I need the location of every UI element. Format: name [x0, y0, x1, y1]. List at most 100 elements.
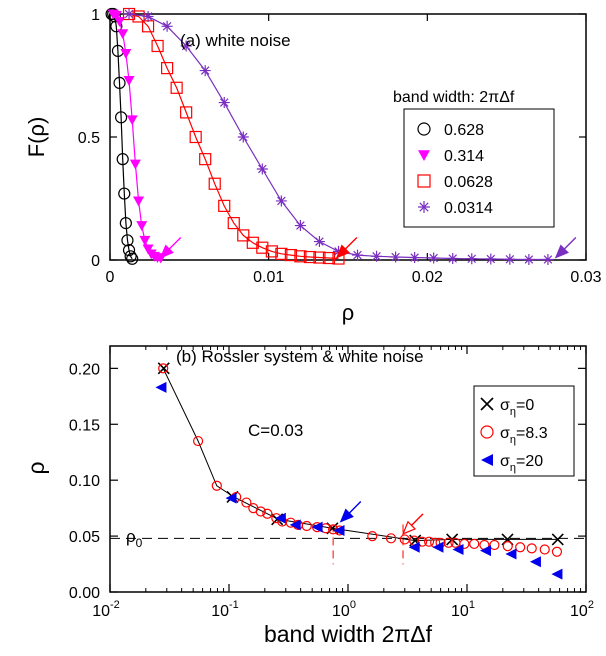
panel-b-point-s1	[211, 480, 222, 491]
panel-b-point-s1	[241, 497, 252, 508]
panel-b-xtick-label: 10-1	[211, 599, 239, 620]
panel-a-point-s0	[122, 244, 136, 257]
panel-a-point-s2	[294, 250, 307, 263]
panel-b-point-s2	[479, 545, 491, 557]
panel-b-point-s2	[289, 519, 301, 531]
panel-a-legend-label-3: 0.0314	[444, 200, 493, 217]
panel-b-point-s1	[551, 546, 563, 557]
legend-sigma-sub: η	[510, 406, 516, 418]
panel-b-xtick-label: 100	[332, 599, 356, 620]
panel-b-point-s1	[301, 520, 312, 532]
panel-a-point-s3	[275, 195, 287, 207]
panel-b-point-s2	[432, 541, 444, 553]
rho0-symbol: ρ	[126, 527, 136, 546]
xtick-exponent: -2	[110, 599, 120, 611]
panel-a: 0 0.01 0.02 0.03 0 0.5 1 ρ F(ρ) (a) white nois…	[24, 7, 602, 325]
panel-a-point-s1	[129, 159, 141, 170]
panel-b-xtick-label: 102	[570, 599, 594, 620]
panel-b-point-s1	[539, 544, 550, 555]
panel-a-point-s3	[256, 163, 268, 175]
panel-a-point-s0	[118, 187, 131, 200]
legend-sigma: σ	[500, 453, 510, 470]
panel-b-ylabel: ρ	[23, 461, 49, 474]
panel-a-point-s0	[116, 153, 129, 166]
panel-a-point-s3	[218, 97, 230, 109]
rho0-subscript: 0	[136, 536, 143, 550]
panel-a-ticks: 0 0.01 0.02 0.03 0 0.5 1	[78, 7, 602, 286]
panel-b-point-s1	[526, 543, 537, 554]
panel-a-xtick-label: 0.02	[412, 269, 443, 286]
panel-a-legend-marker-2	[417, 174, 431, 188]
panel-b-rho0-label: ρ0	[126, 527, 143, 550]
legend-value: =20	[516, 453, 543, 470]
panel-b-point-s2	[311, 521, 323, 533]
panel-a-point-s2	[170, 81, 183, 94]
panel-a-point-s1	[120, 48, 132, 59]
panel-b-point-s0	[551, 533, 564, 546]
panel-a-legend-marker-3	[418, 201, 430, 213]
panel-a-series-line-2	[128, 13, 339, 260]
panel-a-point-s3	[352, 249, 364, 261]
panel-a-point-s2	[180, 106, 193, 119]
panel-a-point-s3	[466, 253, 478, 265]
panel-b-legend-marker-1	[480, 425, 494, 439]
panel-a-point-s0	[113, 76, 126, 89]
panel-a-point-s3	[371, 250, 383, 262]
panel-b-point-s1	[515, 542, 526, 553]
panel-b-point-s1	[489, 539, 500, 551]
panel-b-point-s2	[551, 568, 563, 580]
panel-b-ytick-label: 0.00	[69, 585, 100, 602]
panel-a-plot	[105, 7, 577, 266]
panel-b-ytick-label: 0.15	[69, 417, 100, 434]
panel-b-point-s1	[423, 536, 435, 547]
panel-a-arrow-0	[159, 237, 182, 259]
xtick-base: 10	[451, 603, 469, 620]
panel-a-point-s1	[126, 115, 138, 126]
panel-a-legend-items: 0.628 0.314 0.0628 0.0314	[417, 122, 493, 217]
panel-a-legend: band width: 2πΔf 0.628 0.314 0.0628 0.0314	[393, 89, 555, 228]
panel-b-point-s1	[502, 541, 513, 552]
panel-a-point-s1	[123, 76, 135, 86]
panel-b-xtick-label: 101	[451, 599, 475, 620]
legend-sigma-sub: η	[510, 462, 516, 474]
panel-a-point-s3	[447, 253, 459, 265]
panel-a-legend-label-1: 0.314	[444, 148, 484, 165]
panel-a-point-s2	[208, 177, 221, 190]
panel-b-ytick-label: 0.05	[69, 529, 100, 546]
xtick-base: 10	[211, 603, 229, 620]
panel-a-xtick-label: 0.03	[570, 269, 601, 286]
panel-a-point-s0	[121, 234, 134, 247]
panel-a-arrow-2	[554, 237, 577, 259]
panel-b-legend: ση=0ση=8.3ση=20	[473, 385, 575, 477]
panel-a-point-s3	[523, 254, 535, 266]
panel-b-point-s1	[158, 363, 169, 374]
panel-a-point-s3	[428, 252, 440, 264]
panel-a-ytick-label: 1	[91, 7, 100, 24]
xtick-base: 10	[570, 603, 588, 620]
panel-a-annotation: (a) white noise	[180, 31, 291, 50]
panel-a-point-s2	[218, 199, 231, 212]
panel-b-point-s1	[385, 533, 397, 544]
panel-a-legend-marker-1	[418, 150, 430, 161]
panel-b-legend-label-1: ση=8.3	[500, 425, 548, 446]
panel-a-point-s1	[139, 235, 151, 246]
panel-a-point-s3	[542, 254, 554, 266]
panel-a-arrow-1	[335, 237, 358, 259]
legend-sigma: σ	[500, 425, 510, 442]
xtick-exponent: 0	[350, 599, 356, 611]
panel-b-point-s2	[274, 512, 286, 524]
panel-a-point-s2	[284, 248, 297, 262]
xtick-base: 10	[92, 603, 110, 620]
panel-b-arrow-0	[339, 501, 362, 523]
panel-a-point-s2	[275, 247, 288, 260]
panel-a-point-s2	[322, 251, 336, 265]
panel-b-ytick-label: 0.10	[69, 473, 100, 490]
legend-value: =8.3	[516, 425, 548, 442]
panel-a-point-s3	[313, 236, 325, 248]
panel-a-point-s3	[332, 245, 344, 257]
panel-b-point-s1	[469, 538, 480, 550]
panel-a-point-s3	[142, 10, 154, 22]
panel-a-point-s3	[390, 251, 402, 263]
panel-b-legend-label-2: ση=20	[500, 453, 543, 474]
